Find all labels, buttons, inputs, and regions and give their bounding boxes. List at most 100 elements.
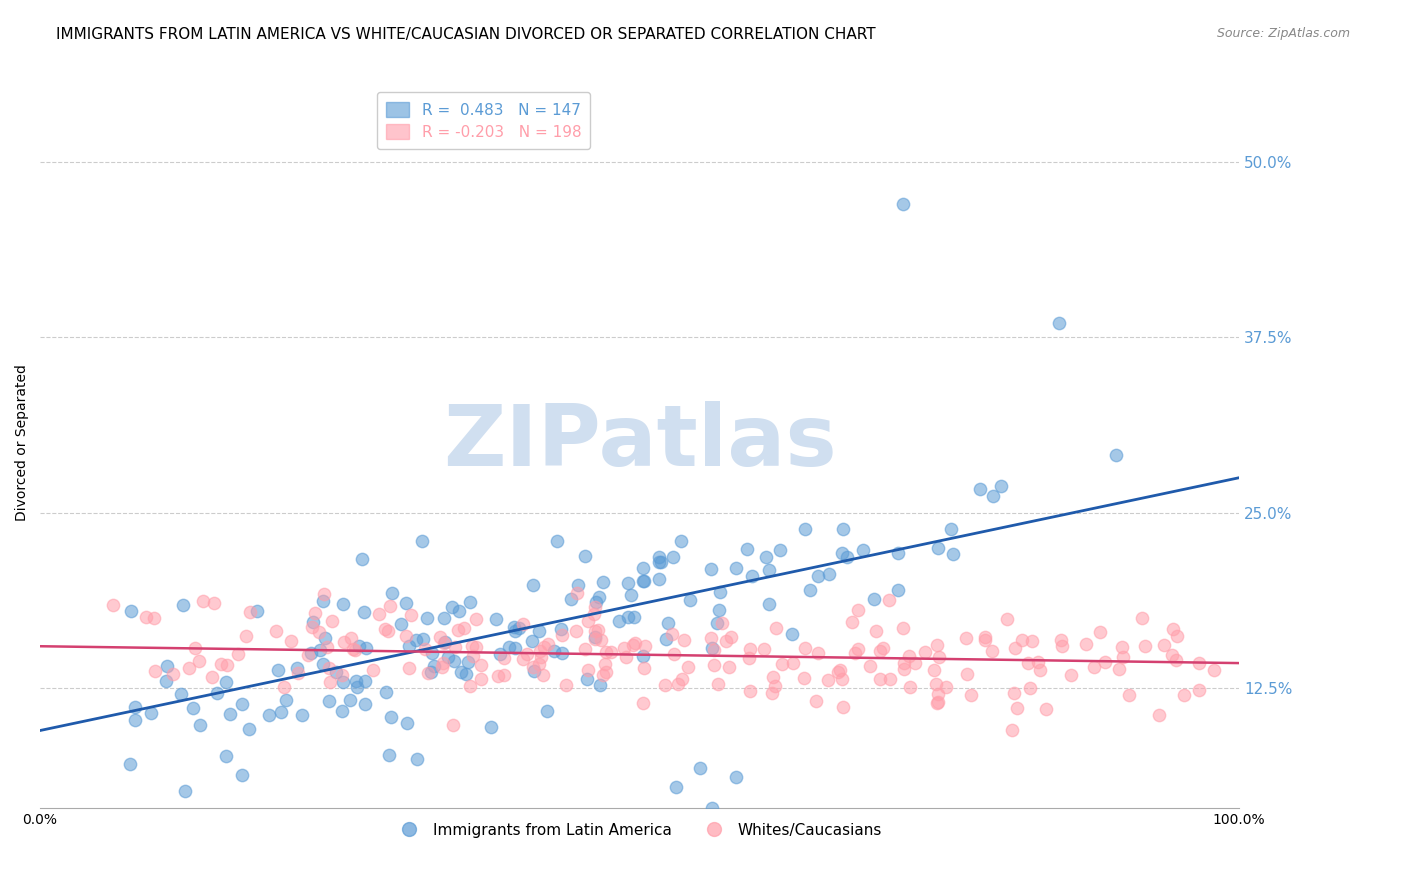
Point: [567, 586, 589, 600]
Point: [616, 610, 638, 624]
Point: [470, 658, 492, 673]
Point: [922, 663, 945, 677]
Point: [588, 623, 610, 637]
Point: [156, 658, 179, 673]
Point: [1029, 663, 1052, 677]
Point: [280, 634, 302, 648]
Point: [740, 641, 762, 656]
Point: [564, 624, 586, 639]
Point: [522, 659, 544, 673]
Point: [832, 699, 855, 714]
Point: [494, 668, 516, 682]
Point: [865, 624, 887, 638]
Point: [1002, 686, 1025, 700]
Point: [1204, 664, 1226, 678]
Point: [520, 633, 543, 648]
Point: [291, 707, 314, 722]
Point: [914, 644, 936, 658]
Point: [458, 679, 481, 693]
Point: [522, 578, 544, 592]
Point: [555, 678, 578, 692]
Point: [228, 648, 250, 662]
Point: [927, 695, 949, 709]
Point: [699, 562, 721, 576]
Point: [516, 647, 538, 661]
Point: [304, 607, 326, 621]
Point: [665, 780, 688, 794]
Point: [755, 549, 778, 564]
Point: [287, 666, 309, 681]
Point: [576, 663, 599, 677]
Point: [666, 677, 689, 691]
Point: [470, 672, 492, 686]
Point: [877, 593, 900, 607]
Point: [1001, 723, 1024, 737]
Point: [543, 644, 565, 658]
Point: [259, 707, 281, 722]
Point: [238, 723, 260, 737]
Point: [1050, 632, 1073, 647]
Point: [399, 607, 422, 622]
Point: [700, 631, 723, 645]
Point: [761, 686, 783, 700]
Point: [546, 534, 568, 549]
Point: [354, 640, 377, 655]
Point: [432, 657, 454, 671]
Point: [592, 668, 614, 682]
Point: [191, 594, 214, 608]
Point: [1132, 611, 1154, 625]
Point: [1153, 638, 1175, 652]
Point: [669, 533, 692, 548]
Point: [980, 644, 1002, 658]
Point: [118, 756, 141, 771]
Point: [869, 672, 891, 686]
Point: [377, 624, 399, 638]
Point: [498, 640, 520, 655]
Point: [433, 636, 456, 650]
Point: [209, 657, 232, 671]
Point: [1050, 639, 1073, 653]
Point: [595, 645, 617, 659]
Point: [395, 596, 418, 610]
Point: [672, 632, 695, 647]
Point: [576, 614, 599, 628]
Point: [817, 673, 839, 687]
Point: [661, 627, 683, 641]
Point: [423, 658, 446, 673]
Point: [762, 670, 785, 684]
Point: [1118, 689, 1140, 703]
Point: [623, 610, 645, 624]
Point: [702, 640, 724, 655]
Point: [583, 599, 606, 614]
Point: [201, 670, 224, 684]
Point: [344, 642, 367, 657]
Point: [377, 748, 399, 763]
Point: [955, 631, 977, 645]
Point: [925, 676, 948, 690]
Point: [1188, 656, 1211, 670]
Point: [633, 574, 655, 588]
Point: [465, 612, 488, 626]
Point: [270, 705, 292, 719]
Point: [768, 542, 790, 557]
Point: [676, 660, 699, 674]
Point: [273, 681, 295, 695]
Point: [752, 642, 775, 657]
Point: [879, 672, 901, 686]
Point: [508, 621, 530, 635]
Point: [285, 661, 308, 675]
Point: [770, 657, 793, 672]
Point: [758, 563, 780, 577]
Point: [124, 700, 146, 714]
Point: [375, 685, 398, 699]
Point: [537, 637, 560, 651]
Point: [846, 641, 869, 656]
Point: [332, 668, 354, 682]
Point: [650, 555, 672, 569]
Point: [527, 624, 550, 639]
Point: [1017, 656, 1039, 670]
Point: [1076, 637, 1098, 651]
Point: [181, 700, 204, 714]
Point: [990, 479, 1012, 493]
Point: [738, 650, 761, 665]
